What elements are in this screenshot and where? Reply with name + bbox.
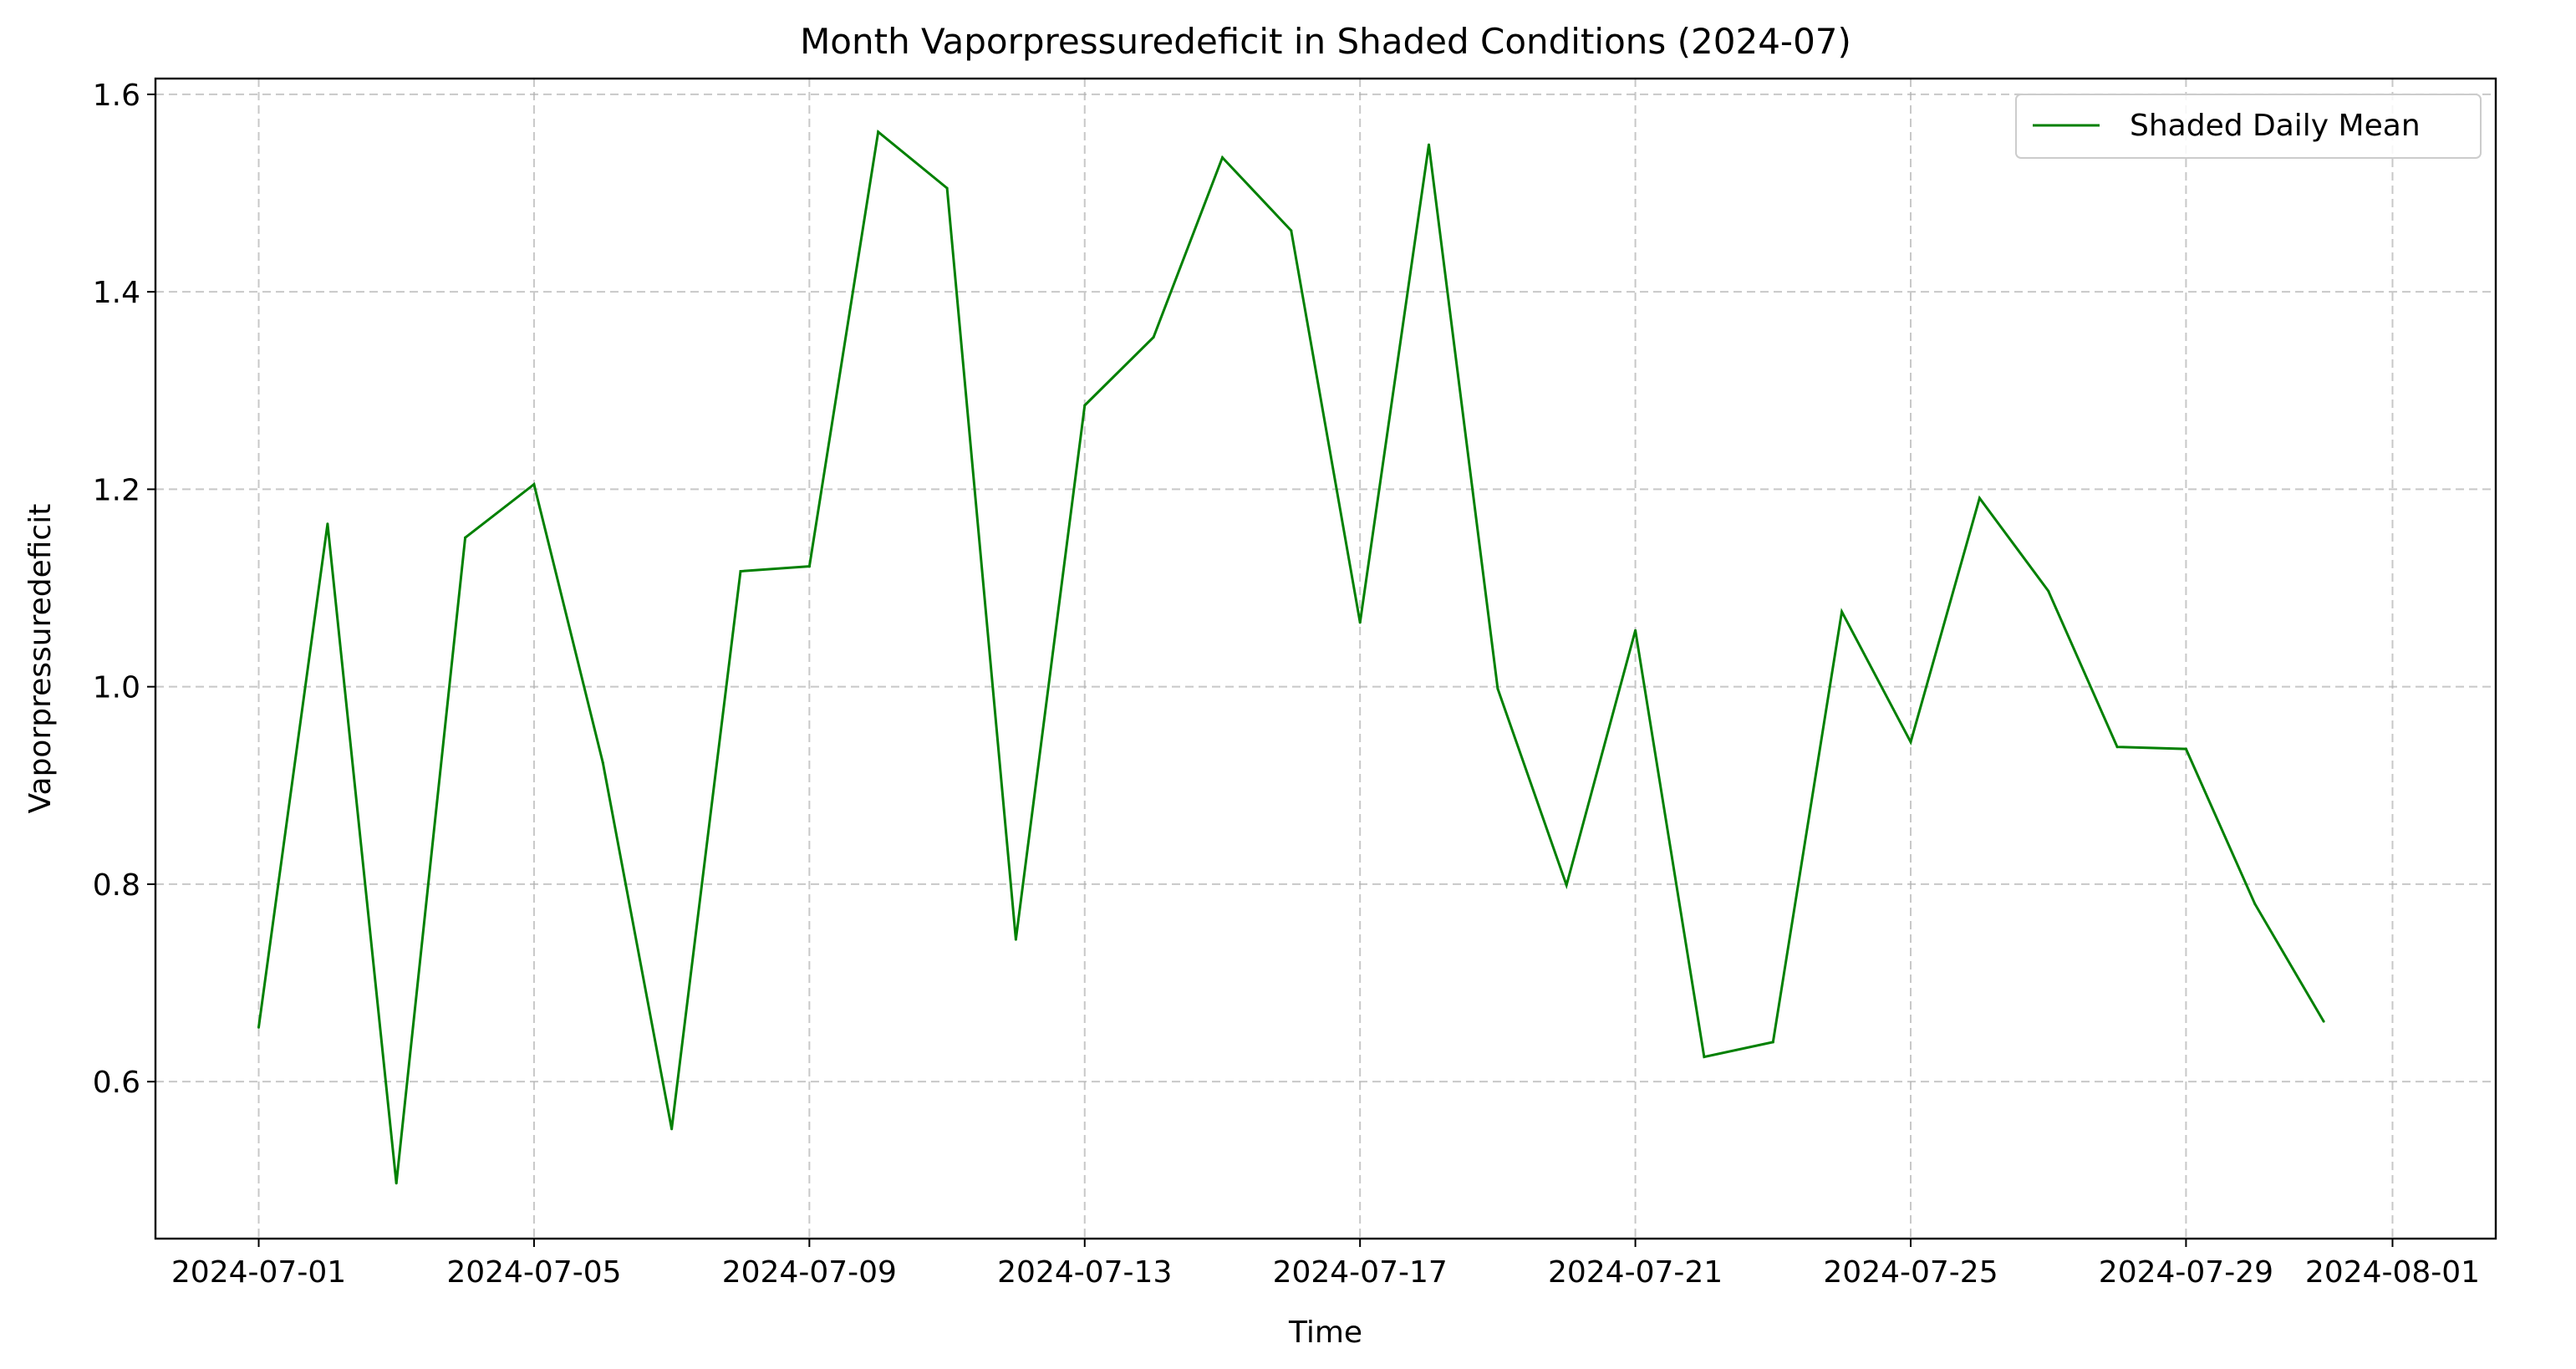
legend-box — [2015, 94, 2482, 159]
data-point — [1290, 229, 1293, 232]
x-tick-label: 2024-07-13 — [997, 1255, 1172, 1290]
data-point — [2322, 1020, 2325, 1023]
data-point — [1221, 156, 1224, 159]
x-tick-label: 2024-07-29 — [2099, 1255, 2273, 1290]
data-point — [1428, 143, 1430, 146]
data-point — [1703, 1056, 1706, 1059]
data-point — [1083, 404, 1087, 407]
data-point — [1358, 621, 1362, 624]
data-point — [1909, 740, 1912, 744]
plot-frame — [154, 77, 2497, 1240]
y-tick-label: 1.2 — [93, 473, 140, 507]
data-point — [1840, 610, 1844, 613]
data-point — [2184, 747, 2187, 751]
data-point — [1014, 938, 1017, 941]
data-point — [739, 570, 742, 573]
data-point — [1978, 496, 1981, 500]
data-point — [670, 1127, 674, 1131]
x-tick-label: 2024-08-01 — [2305, 1255, 2480, 1290]
data-point — [395, 1182, 398, 1185]
y-axis-ticks: 0.6 0.8 1.0 1.2 1.4 1.6 — [93, 79, 155, 1100]
chart-title: Month Vaporpressuredeficit in Shaded Con… — [800, 21, 1851, 62]
legend-label-shaded-daily-mean: Shaded Daily Mean — [2130, 109, 2421, 143]
y-tick-label: 1.4 — [93, 276, 140, 310]
x-tick-label: 2024-07-25 — [1823, 1255, 1998, 1290]
x-axis-ticks: 2024-07-01 2024-07-05 2024-07-09 2024-07-13… — [171, 1239, 2480, 1290]
y-axis-label: Vaporpressuredeficit — [23, 504, 58, 814]
y-tick-label: 0.6 — [93, 1066, 140, 1100]
data-point — [601, 761, 604, 765]
data-point — [2115, 746, 2119, 749]
data-point — [1565, 883, 1568, 887]
x-tick-label: 2024-07-09 — [722, 1255, 897, 1290]
legend: Shaded Daily Mean — [2015, 94, 2482, 159]
data-point — [1496, 687, 1499, 690]
data-point — [1634, 629, 1637, 632]
series-layer — [257, 129, 2325, 1185]
data-point — [945, 186, 949, 190]
data-point — [807, 565, 811, 568]
data-point — [1771, 1041, 1774, 1044]
y-tick-label: 1.6 — [93, 79, 140, 113]
data-point — [257, 1025, 260, 1029]
x-tick-label: 2024-07-21 — [1548, 1255, 1723, 1290]
data-point — [1152, 336, 1155, 338]
y-tick-label: 1.0 — [93, 671, 140, 705]
data-point — [464, 536, 467, 539]
x-tick-label: 2024-07-17 — [1273, 1255, 1448, 1290]
data-point — [2047, 589, 2050, 593]
x-axis-label: Time — [1288, 1316, 1362, 1350]
data-point — [877, 130, 880, 134]
x-tick-label: 2024-07-05 — [446, 1255, 621, 1290]
x-tick-label: 2024-07-01 — [171, 1255, 346, 1290]
grid-lines — [155, 79, 2496, 1239]
data-point — [326, 522, 329, 526]
y-tick-label: 0.8 — [93, 868, 140, 903]
data-point — [532, 483, 536, 486]
data-point — [2253, 903, 2257, 905]
